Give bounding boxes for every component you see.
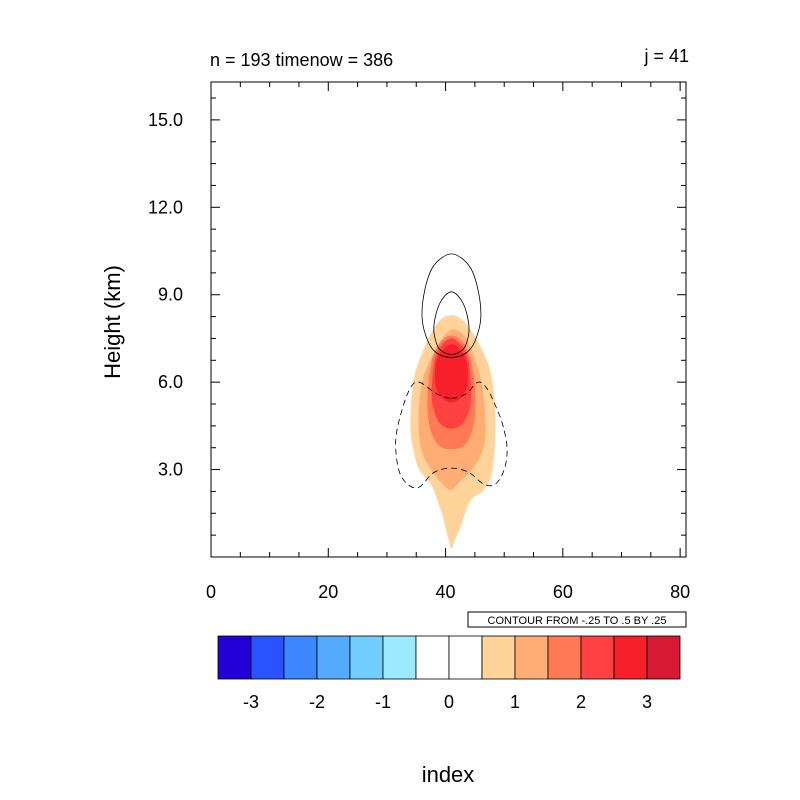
- line-contour-neg-0-25: [395, 381, 508, 489]
- x-tick-label: 0: [206, 582, 216, 602]
- colorbar-label: index: [422, 762, 475, 787]
- colorbar-bin: [283, 635, 318, 680]
- y-tick-label: 12.0: [148, 197, 183, 217]
- colorbar-tick-label: 1: [510, 692, 520, 712]
- y-tick-label: 6.0: [158, 372, 183, 392]
- line-contour-0neg-25: [421, 253, 482, 358]
- colorbar-tick-label: -3: [243, 692, 259, 712]
- colorbar-tick-label: 0: [444, 692, 454, 712]
- colorbar-bin: [415, 635, 450, 680]
- colorbar-tick-label: 2: [576, 692, 586, 712]
- colorbar-bin: [646, 635, 681, 680]
- colorbar-bin: [316, 635, 351, 680]
- x-tick-label: 20: [318, 582, 338, 602]
- colorbar-bin: [481, 635, 516, 680]
- filled-contours: [410, 315, 496, 549]
- plot-frame: [210, 81, 687, 558]
- x-tick-label: 80: [670, 582, 690, 602]
- colorbar: -3 -2 -1 0 1 2 3: [217, 635, 681, 712]
- y-axis-label: Height (km): [100, 265, 125, 379]
- line-contour-0neg-5: [433, 291, 470, 355]
- x-tick-label: 60: [553, 582, 573, 602]
- colorbar-tick-label: -1: [375, 692, 391, 712]
- colorbar-bin: [448, 635, 483, 680]
- filled-contour-3: [435, 344, 468, 403]
- contour-info-text: CONTOUR FROM -.25 TO .5 BY .25: [488, 615, 667, 627]
- colorbar-bin: [613, 635, 648, 680]
- y-tick-label: 15.0: [148, 110, 183, 130]
- x-tick-label: 40: [436, 582, 456, 602]
- colorbar-bin: [547, 635, 582, 680]
- y-axis: 3.0 6.0 9.0 12.0 15.0: [148, 97, 686, 536]
- left-title: n = 193 timenow = 386: [210, 50, 393, 70]
- right-title: j = 41: [643, 46, 689, 66]
- colorbar-tick-label: 3: [642, 692, 652, 712]
- y-tick-label: 3.0: [158, 460, 183, 480]
- colorbar-bin: [514, 635, 549, 680]
- colorbar-bin: [349, 635, 384, 680]
- contour-info-box: CONTOUR FROM -.25 TO .5 BY .25: [467, 611, 687, 628]
- x-axis: 0 20 40 60 80: [206, 82, 690, 602]
- colorbar-bin: [382, 635, 417, 680]
- colorbar-bin: [250, 635, 285, 680]
- colorbar-bin: [580, 635, 615, 680]
- colorbar-bin: [217, 635, 252, 680]
- colorbar-tick-label: -2: [309, 692, 325, 712]
- y-tick-label: 9.0: [158, 285, 183, 305]
- line-contours: [395, 253, 508, 489]
